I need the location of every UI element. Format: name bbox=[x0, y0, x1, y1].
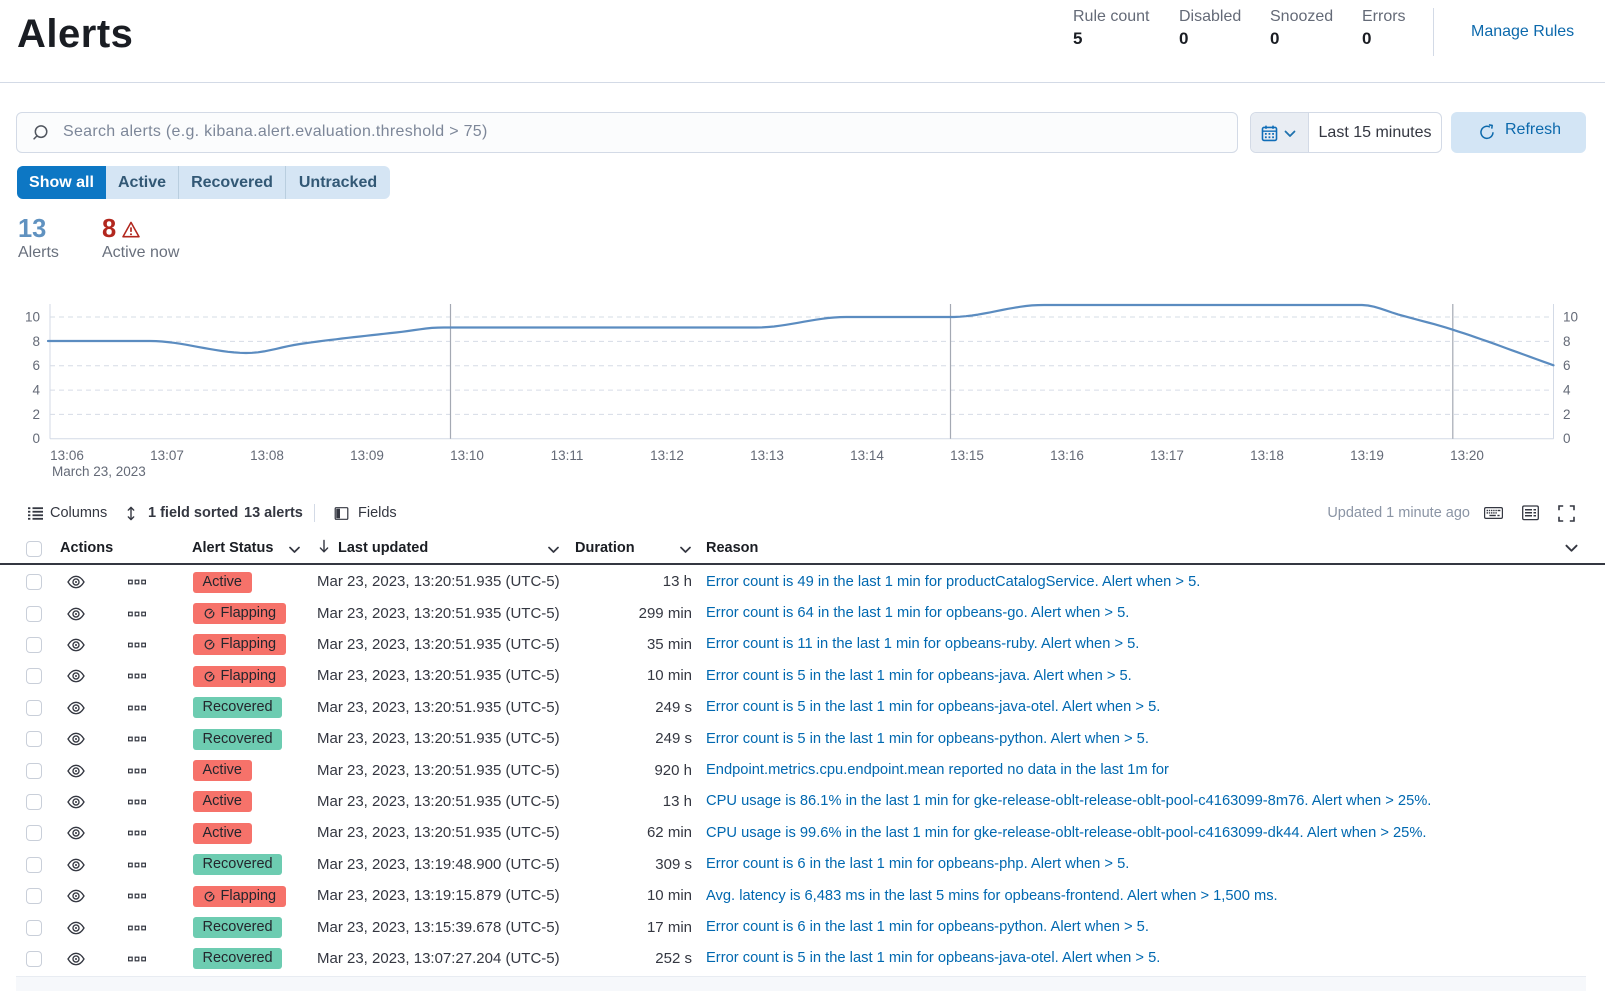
svg-text:0: 0 bbox=[32, 431, 40, 446]
svg-text:8: 8 bbox=[1563, 334, 1571, 349]
svg-text:13:13: 13:13 bbox=[750, 448, 784, 463]
svg-text:0: 0 bbox=[1563, 431, 1571, 446]
svg-text:13:19: 13:19 bbox=[1350, 448, 1384, 463]
svg-text:13:06: 13:06 bbox=[50, 448, 84, 463]
svg-text:13:14: 13:14 bbox=[850, 448, 884, 463]
svg-text:13:08: 13:08 bbox=[250, 448, 284, 463]
svg-text:13:18: 13:18 bbox=[1250, 448, 1284, 463]
svg-text:2: 2 bbox=[32, 407, 40, 422]
svg-text:March 23, 2023: March 23, 2023 bbox=[52, 464, 146, 479]
svg-text:13:07: 13:07 bbox=[150, 448, 184, 463]
svg-text:8: 8 bbox=[32, 334, 40, 349]
svg-text:13:12: 13:12 bbox=[650, 448, 684, 463]
svg-text:4: 4 bbox=[32, 383, 40, 398]
svg-text:2: 2 bbox=[1563, 407, 1571, 422]
svg-text:13:10: 13:10 bbox=[450, 448, 484, 463]
svg-text:6: 6 bbox=[32, 358, 40, 373]
svg-text:13:20: 13:20 bbox=[1450, 448, 1484, 463]
svg-text:13:17: 13:17 bbox=[1150, 448, 1184, 463]
svg-text:4: 4 bbox=[1563, 383, 1571, 398]
svg-text:13:09: 13:09 bbox=[350, 448, 384, 463]
svg-text:6: 6 bbox=[1563, 358, 1571, 373]
svg-text:13:11: 13:11 bbox=[551, 448, 584, 463]
svg-text:13:15: 13:15 bbox=[950, 448, 984, 463]
svg-text:13:16: 13:16 bbox=[1050, 448, 1084, 463]
svg-text:10: 10 bbox=[25, 310, 40, 325]
svg-text:10: 10 bbox=[1563, 310, 1578, 325]
